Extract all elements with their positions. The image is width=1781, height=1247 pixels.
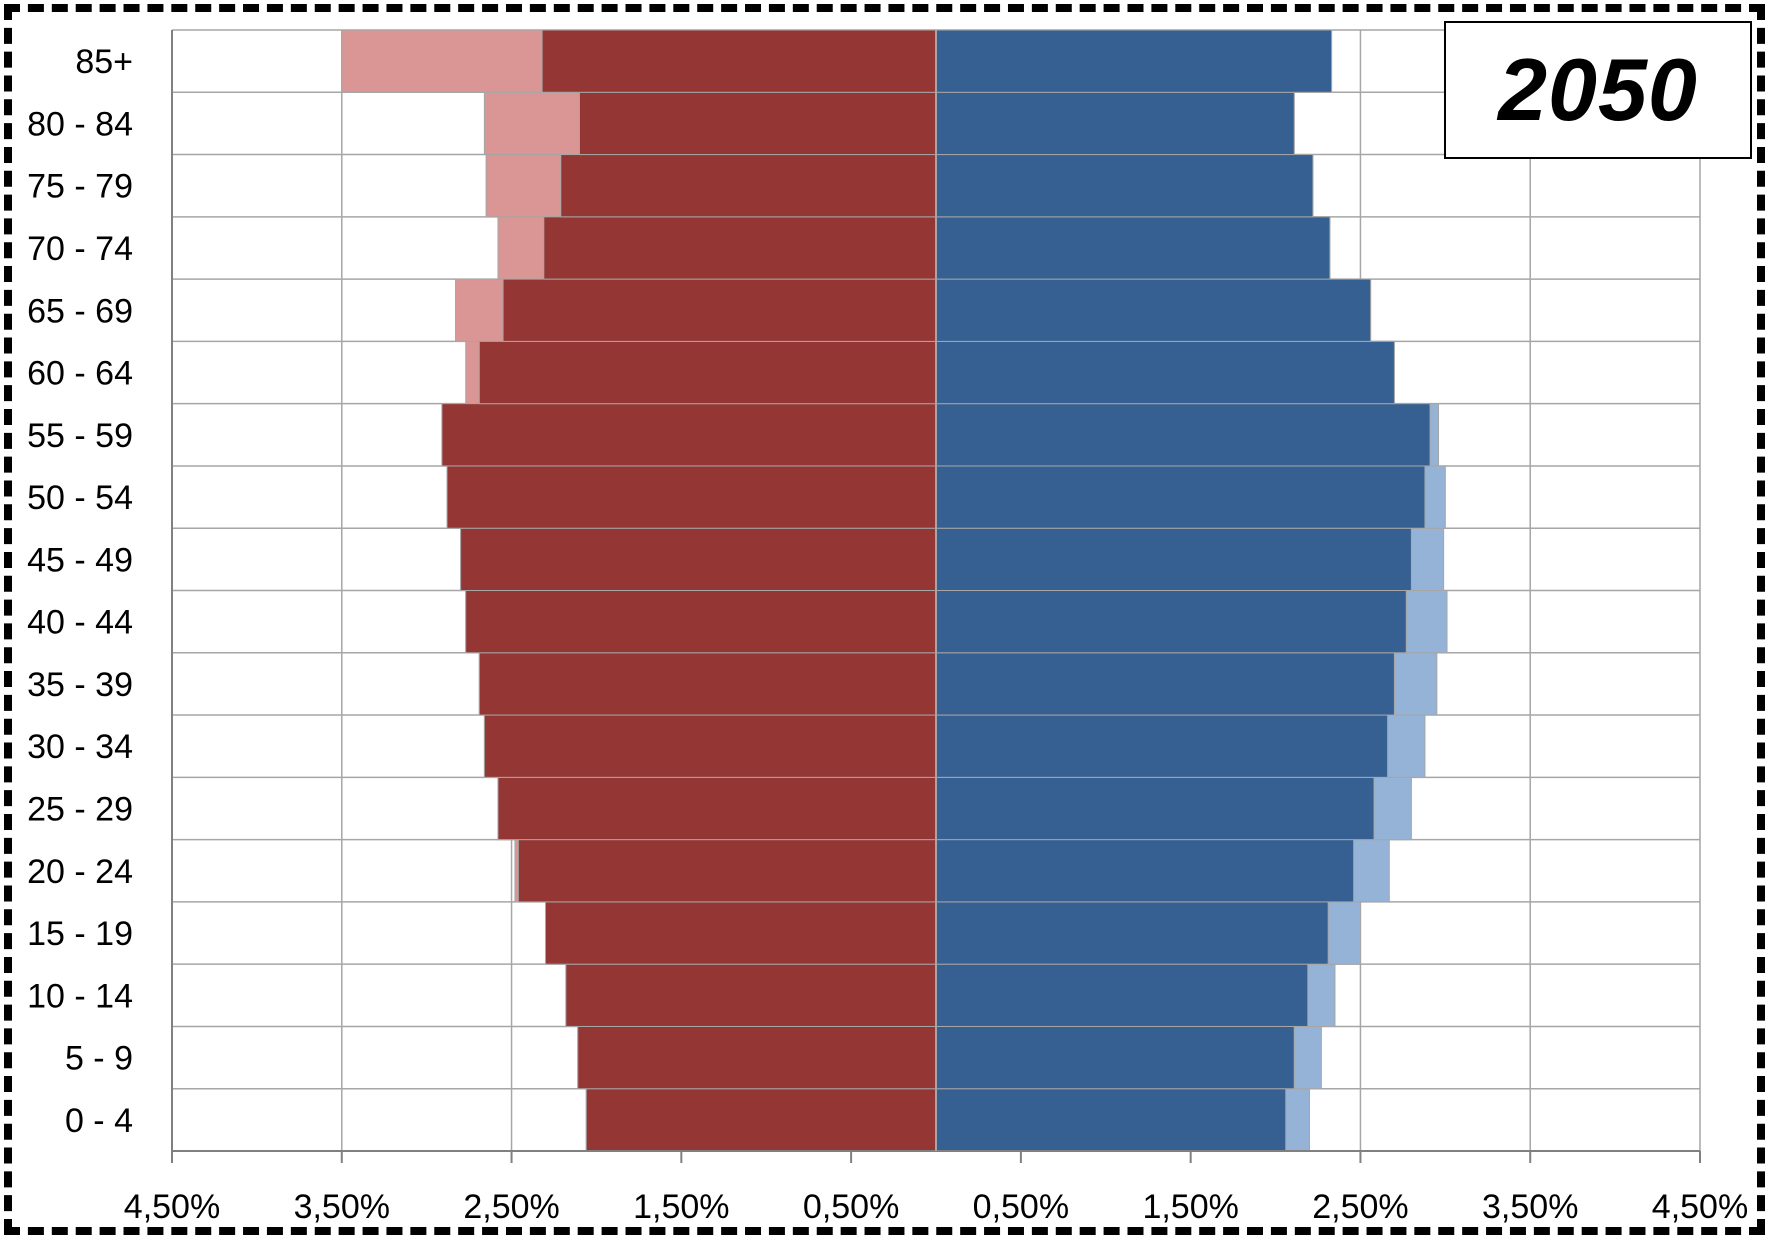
- x-tick-label: 3,50%: [1482, 1188, 1578, 1226]
- x-tick-label: 3,50%: [294, 1188, 390, 1226]
- x-tick-label: 1,50%: [1142, 1188, 1238, 1226]
- y-tick-label: 55 - 59: [27, 417, 133, 455]
- bar-left-0-15-19: [545, 901, 937, 965]
- y-tick-label: 35 - 39: [27, 666, 133, 704]
- bar-left-0-0-4: [585, 1088, 937, 1152]
- bar-left-0-25-29: [497, 776, 937, 841]
- bar-right-2-60-64: [935, 340, 1395, 405]
- y-tick-label: 5 - 9: [65, 1040, 133, 1078]
- year-box: 2050: [1444, 21, 1752, 159]
- x-tick-label: 2,50%: [1312, 1188, 1408, 1226]
- bar-left-0-10-14: [565, 963, 937, 1027]
- bar-right-2-0-4: [935, 1088, 1287, 1152]
- y-tick-label: 45 - 49: [27, 541, 133, 579]
- x-tick-label: 0,50%: [973, 1188, 1069, 1226]
- bar-left-0-60-64: [478, 340, 937, 405]
- bar-right-2-80-84: [935, 91, 1295, 156]
- bar-left-0-45-49: [460, 527, 937, 592]
- bar-right-2-40-44: [935, 590, 1407, 654]
- y-tick-label: 0 - 4: [65, 1102, 133, 1140]
- y-tick-label: 70 - 74: [27, 230, 133, 268]
- bar-left-0-20-24: [517, 839, 937, 903]
- y-tick-label: 10 - 14: [27, 977, 133, 1015]
- bar-right-2-15-19: [935, 901, 1329, 965]
- bar-right-2-35-39: [935, 652, 1395, 716]
- bars: [341, 29, 1448, 1152]
- bar-right-2-20-24: [935, 839, 1355, 903]
- bar-left-0-50-54: [446, 465, 937, 529]
- y-tick-label: 60 - 64: [27, 355, 133, 393]
- bar-right-2-75-79: [935, 154, 1314, 218]
- bar-left-0-80-84: [578, 91, 937, 156]
- axes: [171, 30, 1701, 1163]
- bar-left-0-30-34: [483, 714, 937, 778]
- bar-right-2-55-59: [935, 403, 1431, 467]
- x-tick-label: 2,50%: [463, 1188, 559, 1226]
- x-tick-label: 4,50%: [1652, 1188, 1748, 1226]
- bar-right-2-50-54: [935, 465, 1426, 529]
- y-tick-label: 15 - 19: [27, 915, 133, 953]
- y-tick-label: 20 - 24: [27, 853, 133, 891]
- y-tick-label: 80 - 84: [27, 105, 133, 143]
- bar-right-2-45-49: [935, 527, 1412, 592]
- y-tick-label: 50 - 54: [27, 479, 133, 517]
- bar-right-2-65-69: [935, 278, 1372, 342]
- chart-title: 2050: [1498, 40, 1698, 139]
- y-tick-label: 30 - 34: [27, 728, 133, 766]
- bar-right-2-5-9: [935, 1025, 1295, 1090]
- bar-left-0-55-59: [441, 403, 937, 467]
- y-tick-label: 85+: [75, 43, 133, 81]
- y-axis-labels: 0 - 4 5 - 9 10 - 14 15 - 19 20 - 24 25 - 29 30…: [27, 43, 133, 1140]
- x-tick-label: 4,50%: [124, 1188, 220, 1226]
- bar-right-2-85+: [935, 29, 1333, 93]
- y-tick-label: 25 - 29: [27, 790, 133, 828]
- bar-left-0-40-44: [465, 590, 937, 654]
- bar-left-0-65-69: [502, 278, 937, 342]
- bar-right-2-25-29: [935, 776, 1375, 841]
- bar-left-0-70-74: [543, 216, 937, 280]
- x-axis-labels: 4,50% 3,50% 2,50% 1,50% 0,50% 0,50% 1,50% 2,50%…: [124, 1188, 1748, 1226]
- x-tick-label: 1,50%: [633, 1188, 729, 1226]
- y-tick-label: 65 - 69: [27, 292, 133, 330]
- bar-left-0-75-79: [560, 154, 937, 218]
- x-tick-label: 0,50%: [803, 1188, 899, 1226]
- bar-right-2-10-14: [935, 963, 1309, 1027]
- bar-left-0-5-9: [577, 1025, 937, 1090]
- y-tick-label: 75 - 79: [27, 168, 133, 206]
- bar-left-0-85+: [541, 29, 937, 93]
- bar-right-2-30-34: [935, 714, 1389, 778]
- y-tick-label: 40 - 44: [27, 604, 133, 642]
- bar-right-2-70-74: [935, 216, 1331, 280]
- bar-left-0-35-39: [478, 652, 937, 716]
